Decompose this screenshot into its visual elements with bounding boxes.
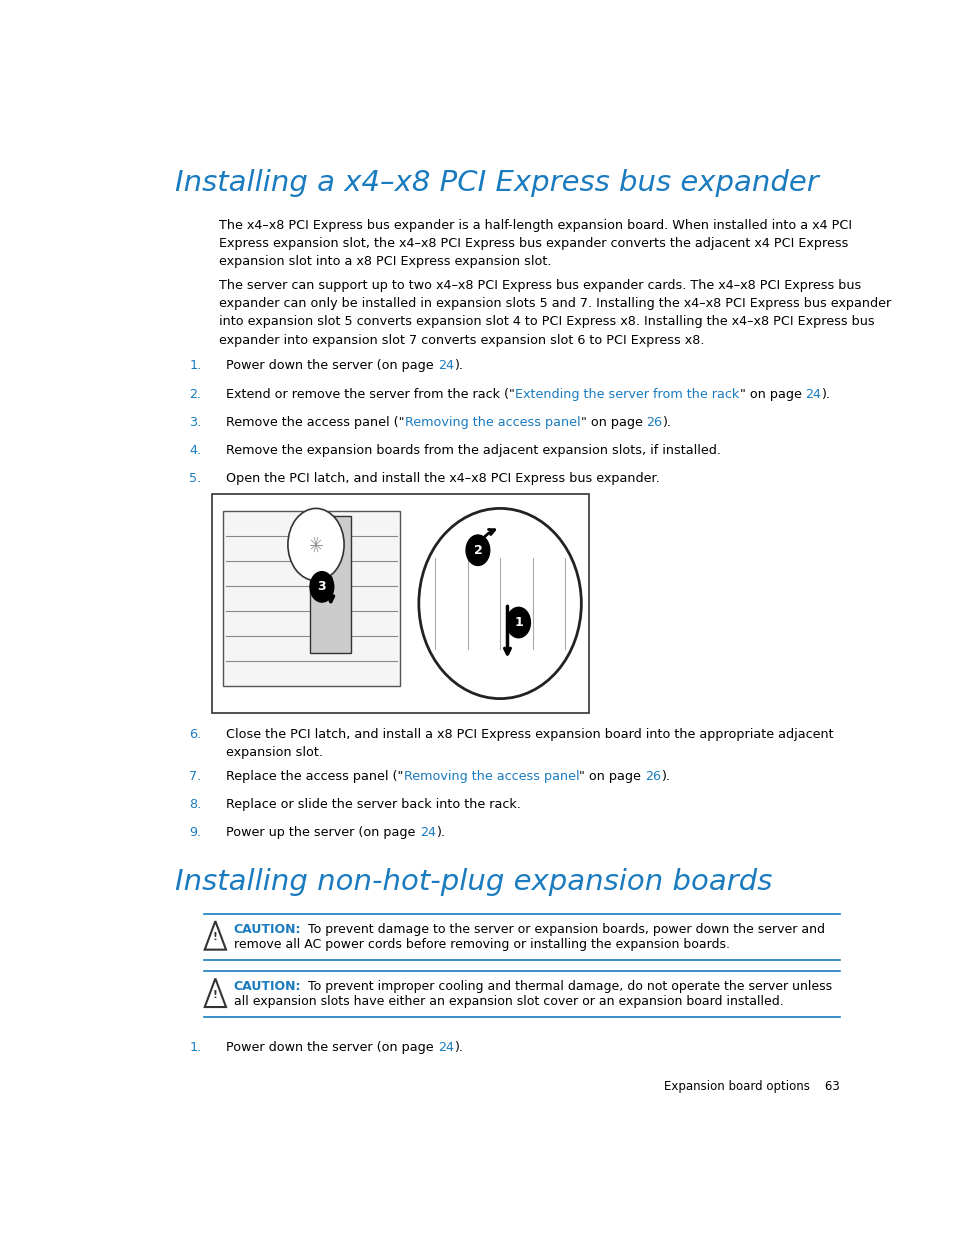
Polygon shape xyxy=(205,921,226,950)
Text: 24: 24 xyxy=(419,826,436,840)
Text: 4.: 4. xyxy=(190,443,201,457)
Text: ).: ). xyxy=(821,388,829,400)
Text: remove all AC power cords before removing or installing the expansion boards.: remove all AC power cords before removin… xyxy=(233,937,729,951)
Text: 5.: 5. xyxy=(190,472,201,484)
Text: Remove the access panel (": Remove the access panel (" xyxy=(226,416,404,429)
Text: 9.: 9. xyxy=(190,826,201,840)
Bar xyxy=(310,516,351,653)
Text: 1: 1 xyxy=(514,616,522,629)
Text: Installing non-hot-plug expansion boards: Installing non-hot-plug expansion boards xyxy=(174,868,771,897)
Text: " on page: " on page xyxy=(739,388,804,400)
Text: Removing the access panel: Removing the access panel xyxy=(404,416,580,429)
Text: expansion slot.: expansion slot. xyxy=(226,746,323,760)
Text: into expansion slot 5 converts expansion slot 4 to PCI Express x8. Installing th: into expansion slot 5 converts expansion… xyxy=(219,315,874,329)
Text: Open the PCI latch, and install the x4–x8 PCI Express bus expander.: Open the PCI latch, and install the x4–x… xyxy=(226,472,659,484)
Text: Replace the access panel (": Replace the access panel (" xyxy=(226,771,403,783)
Text: The x4–x8 PCI Express bus expander is a half-length expansion board. When instal: The x4–x8 PCI Express bus expander is a … xyxy=(219,219,851,232)
Text: 2.: 2. xyxy=(190,388,201,400)
Text: CAUTION:: CAUTION: xyxy=(233,979,301,993)
Text: 24: 24 xyxy=(804,388,821,400)
Circle shape xyxy=(288,509,344,580)
Text: 8.: 8. xyxy=(190,798,201,811)
Text: Expansion board options    63: Expansion board options 63 xyxy=(663,1081,840,1093)
Ellipse shape xyxy=(418,509,580,699)
Text: 2: 2 xyxy=(473,543,482,557)
Text: 1.: 1. xyxy=(190,1041,201,1055)
Text: Extend or remove the server from the rack (": Extend or remove the server from the rac… xyxy=(226,388,515,400)
Text: 7.: 7. xyxy=(190,771,201,783)
Text: 3: 3 xyxy=(317,580,326,593)
Text: Extending the server from the rack: Extending the server from the rack xyxy=(515,388,739,400)
Text: expansion slot into a x8 PCI Express expansion slot.: expansion slot into a x8 PCI Express exp… xyxy=(219,256,551,268)
Text: 26: 26 xyxy=(646,416,661,429)
Circle shape xyxy=(466,535,489,566)
Text: Replace or slide the server back into the rack.: Replace or slide the server back into th… xyxy=(226,798,520,811)
Bar xyxy=(212,494,588,713)
Text: 1.: 1. xyxy=(190,359,201,373)
Text: Remove the expansion boards from the adjacent expansion slots, if installed.: Remove the expansion boards from the adj… xyxy=(226,443,720,457)
Text: !: ! xyxy=(213,932,217,942)
Text: 24: 24 xyxy=(437,1041,454,1055)
Text: CAUTION:: CAUTION: xyxy=(233,923,301,936)
Circle shape xyxy=(310,572,334,603)
Text: Power down the server (on page: Power down the server (on page xyxy=(226,359,437,373)
Text: Express expansion slot, the x4–x8 PCI Express bus expander converts the adjacent: Express expansion slot, the x4–x8 PCI Ex… xyxy=(219,237,847,249)
Text: " on page: " on page xyxy=(580,416,646,429)
Text: ).: ). xyxy=(454,1041,462,1055)
Text: 26: 26 xyxy=(644,771,660,783)
Text: 6.: 6. xyxy=(190,729,201,741)
Text: ).: ). xyxy=(661,416,671,429)
Text: expander can only be installed in expansion slots 5 and 7. Installing the x4–x8 : expander can only be installed in expans… xyxy=(219,298,890,310)
Text: 3.: 3. xyxy=(190,416,201,429)
Text: To prevent improper cooling and thermal damage, do not operate the server unless: To prevent improper cooling and thermal … xyxy=(303,979,831,993)
Text: To prevent damage to the server or expansion boards, power down the server and: To prevent damage to the server or expan… xyxy=(303,923,823,936)
Text: Installing a x4–x8 PCI Express bus expander: Installing a x4–x8 PCI Express bus expan… xyxy=(174,169,818,198)
Text: The server can support up to two x4–x8 PCI Express bus expander cards. The x4–x8: The server can support up to two x4–x8 P… xyxy=(219,279,861,291)
Text: 24: 24 xyxy=(437,359,454,373)
Text: " on page: " on page xyxy=(578,771,644,783)
Polygon shape xyxy=(222,511,400,687)
Text: !: ! xyxy=(213,989,217,999)
Text: Close the PCI latch, and install a x8 PCI Express expansion board into the appro: Close the PCI latch, and install a x8 PC… xyxy=(226,729,833,741)
Text: ).: ). xyxy=(436,826,444,840)
Text: ).: ). xyxy=(454,359,462,373)
Text: ).: ). xyxy=(660,771,670,783)
Circle shape xyxy=(506,608,530,637)
Text: Power up the server (on page: Power up the server (on page xyxy=(226,826,419,840)
Text: all expansion slots have either an expansion slot cover or an expansion board in: all expansion slots have either an expan… xyxy=(233,995,782,1008)
Polygon shape xyxy=(205,978,226,1007)
Text: Removing the access panel: Removing the access panel xyxy=(403,771,578,783)
Text: expander into expansion slot 7 converts expansion slot 6 to PCI Express x8.: expander into expansion slot 7 converts … xyxy=(219,333,704,347)
Text: Power down the server (on page: Power down the server (on page xyxy=(226,1041,437,1055)
